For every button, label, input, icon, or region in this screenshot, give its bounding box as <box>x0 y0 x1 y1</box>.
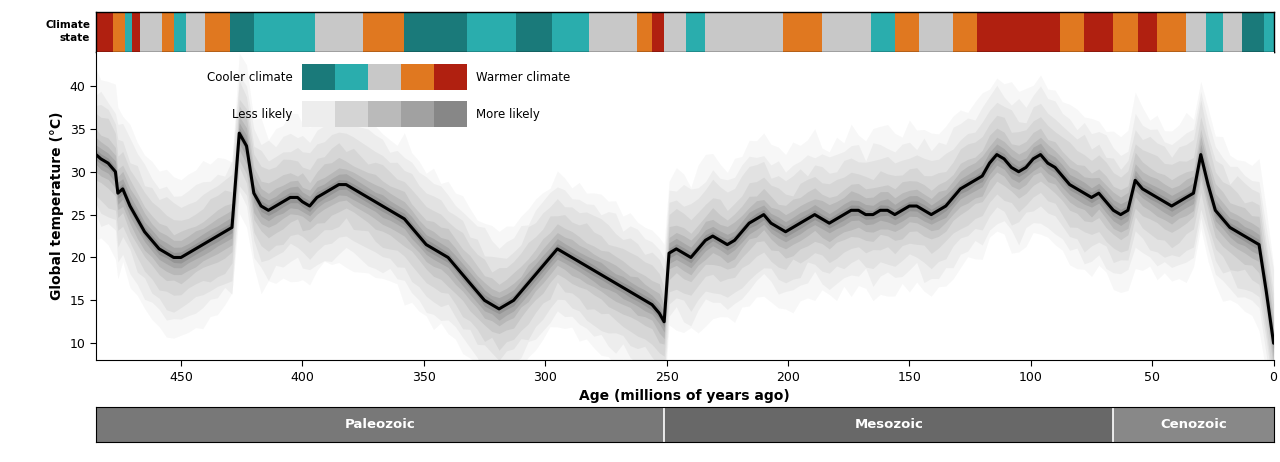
Bar <box>335 64 369 90</box>
Bar <box>302 64 335 90</box>
Text: Warmer climate: Warmer climate <box>476 71 571 84</box>
Bar <box>589 12 637 52</box>
Bar <box>516 12 553 52</box>
Bar <box>229 12 253 52</box>
Bar <box>369 64 401 90</box>
Bar <box>822 12 870 52</box>
Text: More likely: More likely <box>476 108 540 121</box>
Bar <box>364 12 404 52</box>
X-axis label: Age (millions of years ago): Age (millions of years ago) <box>580 389 790 403</box>
Bar <box>404 12 467 52</box>
Bar <box>335 101 369 128</box>
Bar <box>870 12 895 52</box>
Bar <box>401 101 434 128</box>
Bar <box>652 12 664 52</box>
Bar <box>1114 12 1138 52</box>
Bar <box>401 64 434 90</box>
Text: Cooler climate: Cooler climate <box>207 71 293 84</box>
Bar <box>1138 12 1157 52</box>
Bar <box>919 12 954 52</box>
Bar <box>553 12 589 52</box>
Bar <box>302 101 335 128</box>
Bar <box>1084 12 1114 52</box>
Y-axis label: Global temperature (°C): Global temperature (°C) <box>50 112 64 300</box>
Bar <box>1187 12 1206 52</box>
Text: Less likely: Less likely <box>232 108 293 121</box>
Bar <box>96 12 113 52</box>
Bar <box>783 12 822 52</box>
Bar <box>369 101 401 128</box>
Bar <box>954 12 978 52</box>
Bar <box>132 12 140 52</box>
Bar <box>434 101 467 128</box>
Bar <box>895 12 919 52</box>
Bar <box>1242 12 1263 52</box>
Bar <box>1206 12 1222 52</box>
Bar <box>978 12 1060 52</box>
Bar <box>140 12 161 52</box>
Bar <box>705 12 783 52</box>
Bar <box>125 12 132 52</box>
Bar <box>1222 12 1242 52</box>
Bar <box>637 12 652 52</box>
Bar <box>253 12 315 52</box>
Bar <box>1157 12 1187 52</box>
Bar <box>186 12 205 52</box>
Bar <box>161 12 174 52</box>
Bar <box>205 12 229 52</box>
Text: Climate
state: Climate state <box>45 20 90 43</box>
Bar <box>434 64 467 90</box>
Bar <box>1060 12 1084 52</box>
Bar <box>113 12 125 52</box>
Bar <box>1263 12 1274 52</box>
Bar <box>315 12 364 52</box>
Bar <box>467 12 516 52</box>
Bar <box>686 12 705 52</box>
Bar <box>664 12 686 52</box>
Bar <box>174 12 186 52</box>
